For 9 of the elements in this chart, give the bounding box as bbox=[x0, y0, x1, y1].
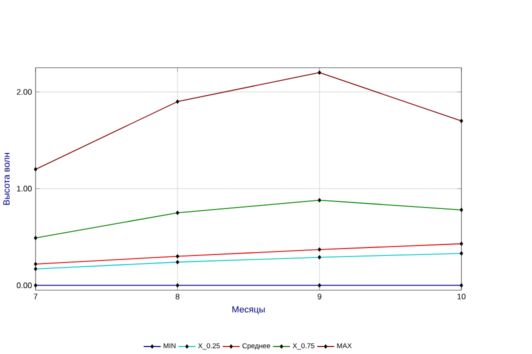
y-tick-label: 2.00 bbox=[16, 89, 32, 95]
y-tick-label: 1.00 bbox=[17, 186, 32, 192]
x-tick-label: 7 bbox=[34, 294, 38, 300]
x-tick-label: 8 bbox=[176, 294, 180, 300]
x-tick-label: 10 bbox=[458, 294, 466, 300]
x-tick-label: 9 bbox=[318, 294, 322, 300]
x-axis-title: Месяцы bbox=[232, 306, 265, 314]
y-tick-label: 0.00 bbox=[16, 282, 32, 288]
y-axis-title: Высота волн bbox=[3, 153, 10, 205]
